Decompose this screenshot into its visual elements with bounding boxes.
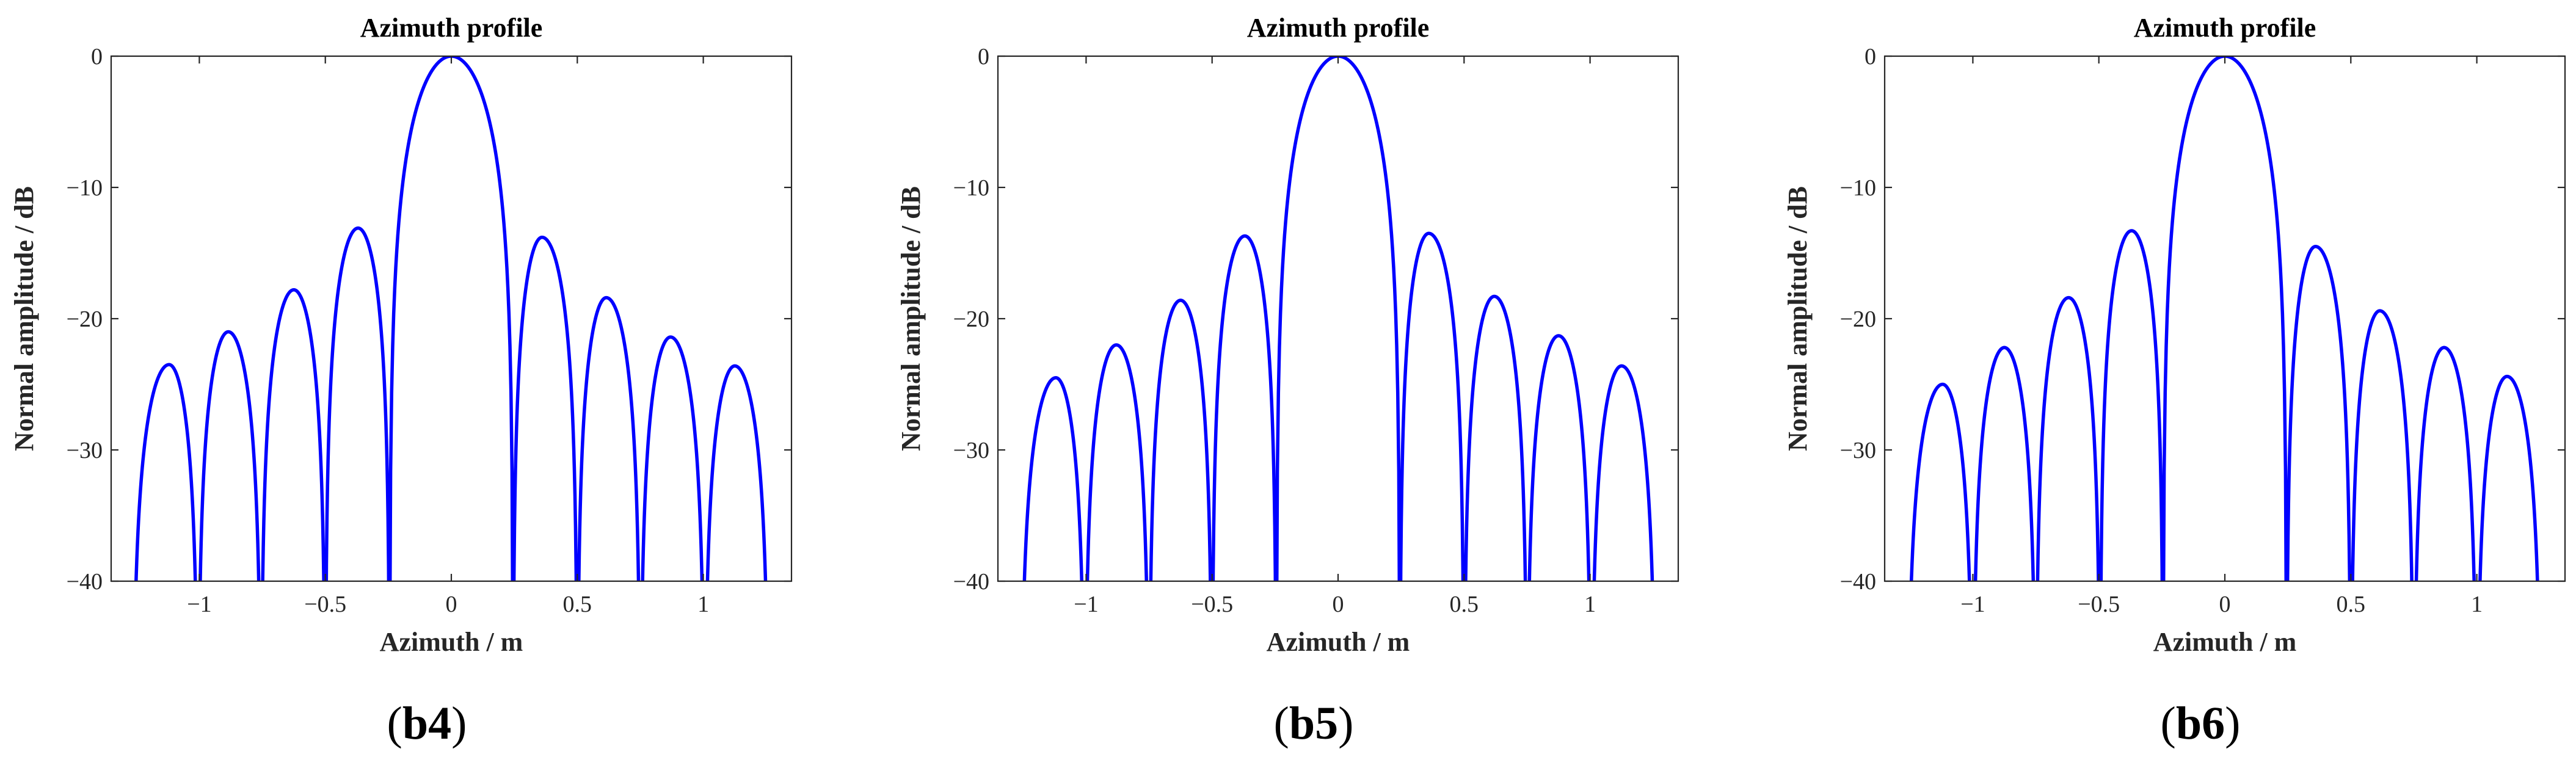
chart-panel-b4: −1 −0.5 0 0.5 1 0 −10 −20 −30 −40 Azimuth profile A… — [9, 13, 793, 749]
y-tick-label: 0 — [1865, 44, 1876, 70]
series-line-b4 — [134, 56, 768, 581]
chart-title: Azimuth profile — [2134, 13, 2316, 43]
y-tick-label: −20 — [1840, 306, 1876, 332]
plot-frame — [997, 55, 1679, 582]
y-tick-label: 0 — [91, 44, 103, 70]
series-line-b6 — [1909, 56, 2539, 581]
caption-label: b4 — [402, 698, 451, 749]
x-tick-label: 0 — [2219, 592, 2231, 617]
x-tick-label: 0 — [1333, 592, 1344, 617]
y-tick-label: −20 — [953, 306, 989, 332]
y-tick-label: −30 — [1840, 438, 1876, 463]
caption-label: b6 — [2176, 698, 2225, 749]
series-line-b5 — [1022, 56, 1654, 581]
y-tick-label: −40 — [67, 569, 103, 595]
y-axis-label: Normal amplitude / dB — [896, 186, 926, 451]
caption-close-paren: ) — [1338, 698, 1353, 749]
caption-open-paren: ( — [2161, 698, 2176, 749]
y-tick-label: 0 — [978, 44, 989, 70]
chart-panel-b6: −1 −0.5 0 0.5 1 0 −10 −20 −30 −40 Azimuth profile A… — [1783, 13, 2566, 749]
x-axis-label: Azimuth / m — [380, 627, 523, 657]
chart-title: Azimuth profile — [360, 13, 543, 43]
y-axis-label: Normal amplitude / dB — [9, 186, 39, 451]
panel-caption: (b5) — [1274, 698, 1354, 749]
x-tick-label: −0.5 — [1191, 592, 1233, 617]
plot-frame — [110, 55, 793, 582]
y-tick-label: −40 — [1840, 569, 1876, 595]
x-axis-label: Azimuth / m — [2153, 627, 2297, 657]
x-tick-label: 1 — [1584, 592, 1596, 617]
x-tick-label: −1 — [187, 592, 211, 617]
caption-close-paren: ) — [451, 698, 467, 749]
panel-caption: (b4) — [387, 698, 467, 749]
x-axis-label: Azimuth / m — [1267, 627, 1410, 657]
x-tick-label: 1 — [697, 592, 709, 617]
caption-label: b5 — [1289, 698, 1338, 749]
y-tick-label: −10 — [67, 175, 103, 201]
y-tick-label: −20 — [67, 306, 103, 332]
chart-title: Azimuth profile — [1247, 13, 1430, 43]
panel-caption: (b6) — [2161, 698, 2241, 749]
x-tick-label: 0 — [446, 592, 457, 617]
y-tick-label: −10 — [1840, 175, 1876, 201]
chart-panel-b5: −1 −0.5 0 0.5 1 0 −10 −20 −30 −40 Azimuth profile A… — [896, 13, 1679, 749]
y-tick-label: −10 — [953, 175, 989, 201]
x-tick-label: 0.5 — [2337, 592, 2366, 617]
x-tick-label: −1 — [1960, 592, 1985, 617]
caption-open-paren: ( — [1274, 698, 1289, 749]
x-tick-label: 1 — [2471, 592, 2483, 617]
x-tick-label: −0.5 — [2078, 592, 2120, 617]
x-tick-label: −0.5 — [304, 592, 346, 617]
y-tick-label: −30 — [67, 438, 103, 463]
x-tick-label: 0.5 — [563, 592, 592, 617]
y-tick-label: −40 — [953, 569, 989, 595]
caption-open-paren: ( — [387, 698, 402, 749]
caption-close-paren: ) — [2225, 698, 2240, 749]
y-axis-label: Normal amplitude / dB — [1783, 186, 1813, 451]
y-tick-label: −30 — [953, 438, 989, 463]
x-tick-label: 0.5 — [1450, 592, 1479, 617]
plot-frame — [1883, 55, 2566, 582]
x-tick-label: −1 — [1074, 592, 1098, 617]
